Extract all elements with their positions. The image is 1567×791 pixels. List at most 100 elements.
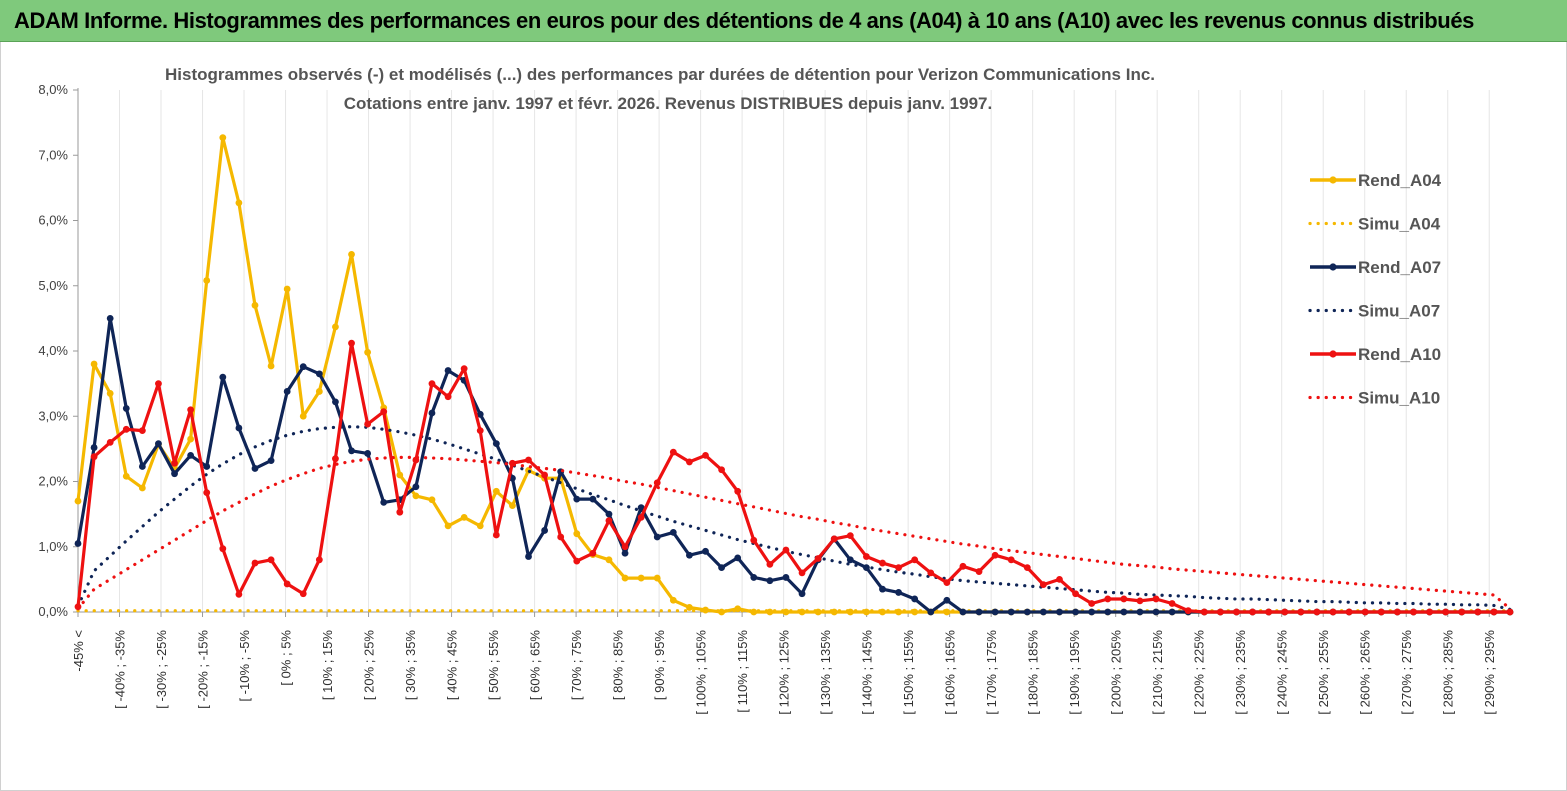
x-tick-label: [ 110% ; 115% (735, 630, 750, 713)
series-point-rend-a07 (171, 470, 178, 478)
series-point-rend-a10 (1506, 608, 1514, 616)
series-point-rend-a10 (573, 557, 581, 565)
series-point-rend-a07 (798, 590, 806, 598)
series-point-rend-a10 (1361, 608, 1369, 616)
series-point-rend-a10 (1281, 608, 1289, 616)
series-point-rend-a07 (1168, 608, 1176, 616)
series-point-rend-a10 (219, 545, 227, 553)
series-point-rend-a10 (1200, 608, 1208, 616)
legend-label-simu-a04: Simu_A04 (1358, 215, 1441, 234)
series-point-rend-a10 (155, 380, 162, 388)
series-line-simu-a07 (76, 425, 1512, 612)
series-point-rend-a07 (959, 608, 967, 616)
series-point-rend-a07 (1039, 608, 1047, 616)
series-point-rend-a10 (1136, 597, 1144, 605)
series-point-rend-a04 (750, 608, 758, 616)
series-point-rend-a10 (315, 556, 323, 564)
series-point-rend-a07 (90, 444, 98, 451)
series-point-rend-a10 (653, 479, 661, 487)
x-tick-label: [ 200% ; 205% (1109, 630, 1124, 715)
series-point-rend-a10 (460, 365, 468, 373)
series-point-rend-a10 (750, 536, 758, 544)
series-point-rend-a07 (895, 589, 902, 596)
series-point-rend-a07 (283, 388, 291, 395)
chart-title-line2: Cotations entre janv. 1997 et févr. 2026… (344, 94, 992, 113)
series-line-rend-a07 (76, 316, 1510, 614)
series-point-rend-a10 (525, 456, 532, 464)
series-point-rend-a10 (541, 471, 549, 479)
series-point-rend-a04 (766, 608, 774, 616)
series-point-rend-a07 (1007, 608, 1015, 616)
series-point-rend-a07 (782, 574, 790, 581)
series-point-rend-a10 (1249, 608, 1256, 616)
series-point-rend-a04 (332, 323, 339, 331)
series-point-rend-a10 (283, 580, 291, 588)
series-point-rend-a10 (1233, 608, 1240, 616)
series-point-rend-a10 (1023, 564, 1031, 572)
series-point-rend-a10 (1120, 595, 1128, 603)
series-point-rend-a10 (702, 452, 709, 459)
series-point-rend-a07 (750, 574, 758, 581)
series-point-rend-a10 (1168, 600, 1176, 607)
series-point-rend-a07 (702, 547, 709, 555)
series-point-rend-a10 (1216, 608, 1224, 616)
series-point-rend-a10 (1393, 608, 1401, 616)
x-tick-label: [ -20% ; -15% (196, 630, 211, 709)
y-tick-label: 4,0% (38, 343, 68, 358)
series-point-rend-a04 (187, 435, 195, 443)
series-point-rend-a07 (122, 405, 130, 412)
x-tick-label: [ 30% ; 35% (403, 630, 418, 701)
series-point-rend-a10 (863, 553, 870, 560)
series-point-rend-a10 (1345, 608, 1353, 616)
series-point-rend-a07 (846, 556, 854, 564)
series-point-rend-a07 (573, 495, 581, 503)
series-point-rend-a10 (879, 559, 886, 567)
series-point-rend-a04 (364, 348, 372, 356)
series-point-rend-a10 (637, 513, 645, 521)
series-point-rend-a04 (251, 301, 259, 309)
series-point-rend-a04 (718, 608, 725, 616)
series-point-rend-a10 (1426, 608, 1433, 616)
y-tick-label: 1,0% (38, 539, 68, 554)
series-point-rend-a10 (830, 535, 838, 543)
series-point-rend-a07 (1136, 608, 1144, 616)
series-point-rend-a07 (1056, 608, 1063, 616)
series-point-rend-a10 (1039, 581, 1047, 588)
series-point-rend-a07 (653, 533, 661, 541)
series-point-rend-a10 (106, 438, 114, 446)
series-point-rend-a10 (927, 569, 935, 577)
series-point-rend-a10 (203, 489, 211, 496)
x-tick-label: [ 0% ; 5% (279, 630, 294, 686)
series-point-rend-a10 (1329, 608, 1337, 616)
x-tick-label: [ -40% ; -35% (113, 630, 128, 709)
series-point-rend-a10 (1458, 608, 1466, 616)
series-point-rend-a07 (718, 564, 725, 572)
legend-marker-rend-a07 (1329, 263, 1337, 271)
series-point-rend-a10 (267, 556, 275, 564)
x-tick-label: [ 80% ; 85% (611, 630, 626, 701)
series-point-rend-a10 (1088, 600, 1096, 607)
x-tick-label: [ 40% ; 45% (445, 630, 460, 701)
series-point-rend-a10 (1072, 590, 1079, 598)
series-point-rend-a07 (541, 527, 549, 534)
series-point-rend-a10 (895, 564, 902, 572)
x-tick-label: [ 250% ; 255% (1316, 630, 1331, 715)
series-point-rend-a10 (766, 560, 774, 568)
x-tick-label: [ 270% ; 275% (1399, 630, 1414, 715)
series-point-rend-a07 (235, 424, 243, 432)
series-point-rend-a04 (348, 251, 355, 258)
y-tick-label: 3,0% (38, 408, 68, 423)
series-point-rend-a10 (187, 406, 195, 414)
y-tick-label: 7,0% (38, 147, 68, 162)
series-point-rend-a07 (299, 363, 307, 371)
series-point-rend-a07 (686, 551, 693, 559)
series-point-rend-a10 (348, 339, 355, 347)
legend-label-rend-a10: Rend_A10 (1358, 345, 1441, 364)
series-point-rend-a10 (492, 531, 500, 539)
x-tick-label: [ 280% ; 285% (1441, 630, 1456, 715)
series-point-rend-a10 (476, 427, 484, 435)
series-point-rend-a10 (1152, 595, 1160, 603)
series-point-rend-a07 (476, 410, 484, 418)
series-point-rend-a04 (315, 388, 323, 395)
series-point-rend-a10 (138, 427, 146, 435)
